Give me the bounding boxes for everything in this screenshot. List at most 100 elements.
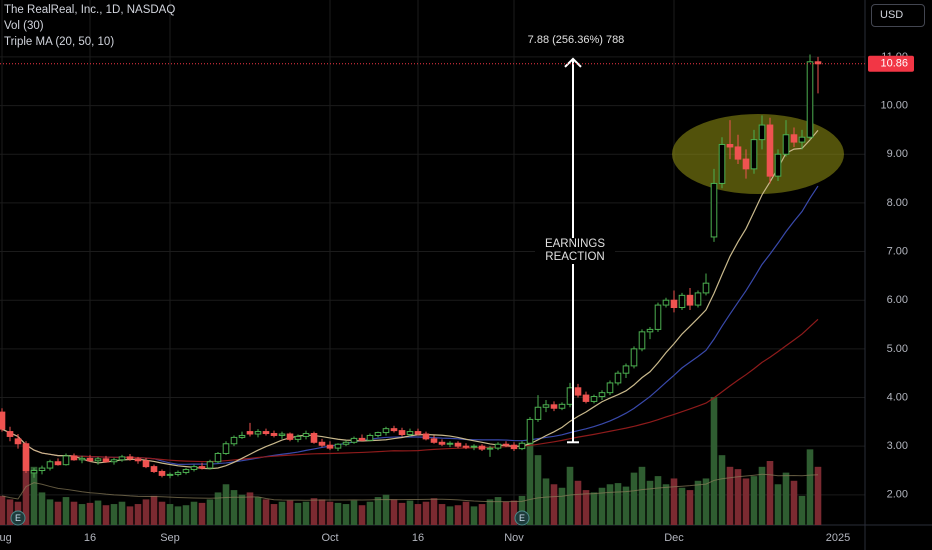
candle-body <box>686 294 694 306</box>
volume-bar <box>526 443 534 525</box>
volume-bar <box>438 504 446 525</box>
candle-body <box>398 430 406 435</box>
volume-bar <box>694 480 702 525</box>
candle-body <box>470 445 478 448</box>
candle-body <box>150 466 158 472</box>
volume-bar <box>414 504 422 525</box>
volume-bar <box>654 476 662 525</box>
volume-bar <box>86 502 94 525</box>
candle-body <box>382 428 390 434</box>
volume-bar <box>310 498 318 525</box>
volume-bar <box>702 478 710 525</box>
candle-body <box>326 444 334 449</box>
candle-body <box>694 292 702 306</box>
candle-body <box>342 441 350 445</box>
candle-body <box>110 459 118 463</box>
volume-bar <box>366 501 374 525</box>
volume-bar <box>574 480 582 525</box>
candle-body <box>94 458 102 462</box>
candle-body <box>302 433 310 437</box>
candle-body <box>630 348 638 367</box>
candle-body <box>254 431 262 435</box>
x-tick-label: Dec <box>664 532 684 544</box>
candle-body <box>318 441 326 446</box>
volume-bar <box>550 484 558 525</box>
candle-body <box>718 144 726 184</box>
volume-bar <box>598 487 606 525</box>
volume-bar <box>334 502 342 525</box>
candle-body <box>78 457 86 461</box>
candle-body <box>662 299 670 306</box>
volume-bar <box>494 497 502 525</box>
volume-indicator[interactable]: Vol (30) <box>4 20 44 32</box>
candle-body <box>766 124 774 177</box>
candle-body <box>526 418 534 444</box>
candle-body <box>174 471 182 475</box>
y-tick-label: 3.00 <box>887 440 908 452</box>
volume-bar <box>542 478 550 525</box>
volume-bar <box>750 476 758 525</box>
candle-body <box>774 153 782 177</box>
volume-bar <box>382 494 390 525</box>
candle-body <box>14 438 22 445</box>
volume-bar <box>166 504 174 525</box>
volume-bar <box>254 497 262 525</box>
candle-body <box>558 403 566 409</box>
candle-body <box>550 404 558 409</box>
y-tick-label: 9.00 <box>887 148 908 160</box>
volume-bar <box>30 466 38 525</box>
ma-indicator[interactable]: Triple MA (20, 50, 10) <box>4 36 115 48</box>
x-tick-label: Aug <box>0 532 12 544</box>
volume-bar <box>710 397 718 525</box>
volume-bar <box>590 492 598 525</box>
candle-body <box>46 461 54 469</box>
chart-title: The RealReal, Inc., 1D, NASDAQ <box>4 4 176 16</box>
candle-body <box>782 134 790 155</box>
candle-body <box>590 396 598 402</box>
candle-body <box>270 433 278 436</box>
candle-body <box>334 443 342 449</box>
volume-bar <box>398 502 406 525</box>
candle-body <box>790 134 798 143</box>
candle-body <box>670 299 678 309</box>
candle-body <box>230 436 238 445</box>
candle-body <box>750 139 758 170</box>
candle-body <box>574 387 582 396</box>
volume-bar <box>46 499 54 525</box>
volume-bar <box>646 480 654 525</box>
volume-bar <box>222 484 230 525</box>
candle-body <box>374 432 382 436</box>
candle-body <box>126 456 134 460</box>
volume-bar <box>790 480 798 525</box>
volume-bar <box>806 449 814 525</box>
currency-button[interactable]: USD <box>871 4 925 27</box>
volume-bar <box>630 472 638 525</box>
y-tick-label: 10.00 <box>880 99 908 111</box>
volume-bar <box>278 501 286 525</box>
volume-bar <box>462 501 470 525</box>
candle-body <box>646 328 654 333</box>
volume-bar <box>150 495 158 525</box>
candle-body <box>366 434 374 441</box>
candle-body <box>6 431 14 437</box>
volume-bar <box>126 506 134 525</box>
volume-bar <box>678 487 686 525</box>
volume-bar <box>286 500 294 525</box>
candle-body <box>606 382 614 394</box>
volume-bar <box>766 461 774 525</box>
x-tick-label: Sep <box>160 532 180 544</box>
volume-bar <box>158 501 166 525</box>
candle-body <box>294 435 302 440</box>
x-tick-label: Nov <box>504 532 524 544</box>
volume-bar <box>798 495 806 525</box>
earnings-marker-box <box>10 510 26 526</box>
last-price-box <box>868 55 914 72</box>
volume-bar <box>350 500 358 525</box>
candle-body <box>422 433 430 440</box>
y-tick-label: 6.00 <box>887 294 908 306</box>
candle-body <box>638 331 646 350</box>
candle-body <box>438 441 446 445</box>
volume-bar <box>262 499 270 525</box>
candle-body <box>190 466 198 471</box>
